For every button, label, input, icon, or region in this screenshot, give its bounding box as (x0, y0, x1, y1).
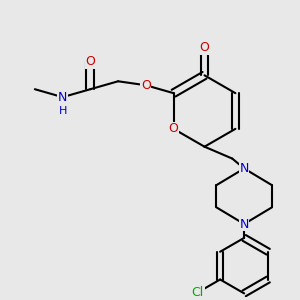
Text: O: O (141, 79, 151, 92)
Text: O: O (169, 122, 178, 135)
Text: Cl: Cl (192, 286, 204, 299)
Text: O: O (85, 55, 95, 68)
Text: H: H (58, 106, 67, 116)
Text: O: O (200, 41, 209, 54)
Text: N: N (58, 91, 67, 103)
Text: N: N (239, 162, 249, 175)
Text: N: N (239, 218, 249, 230)
